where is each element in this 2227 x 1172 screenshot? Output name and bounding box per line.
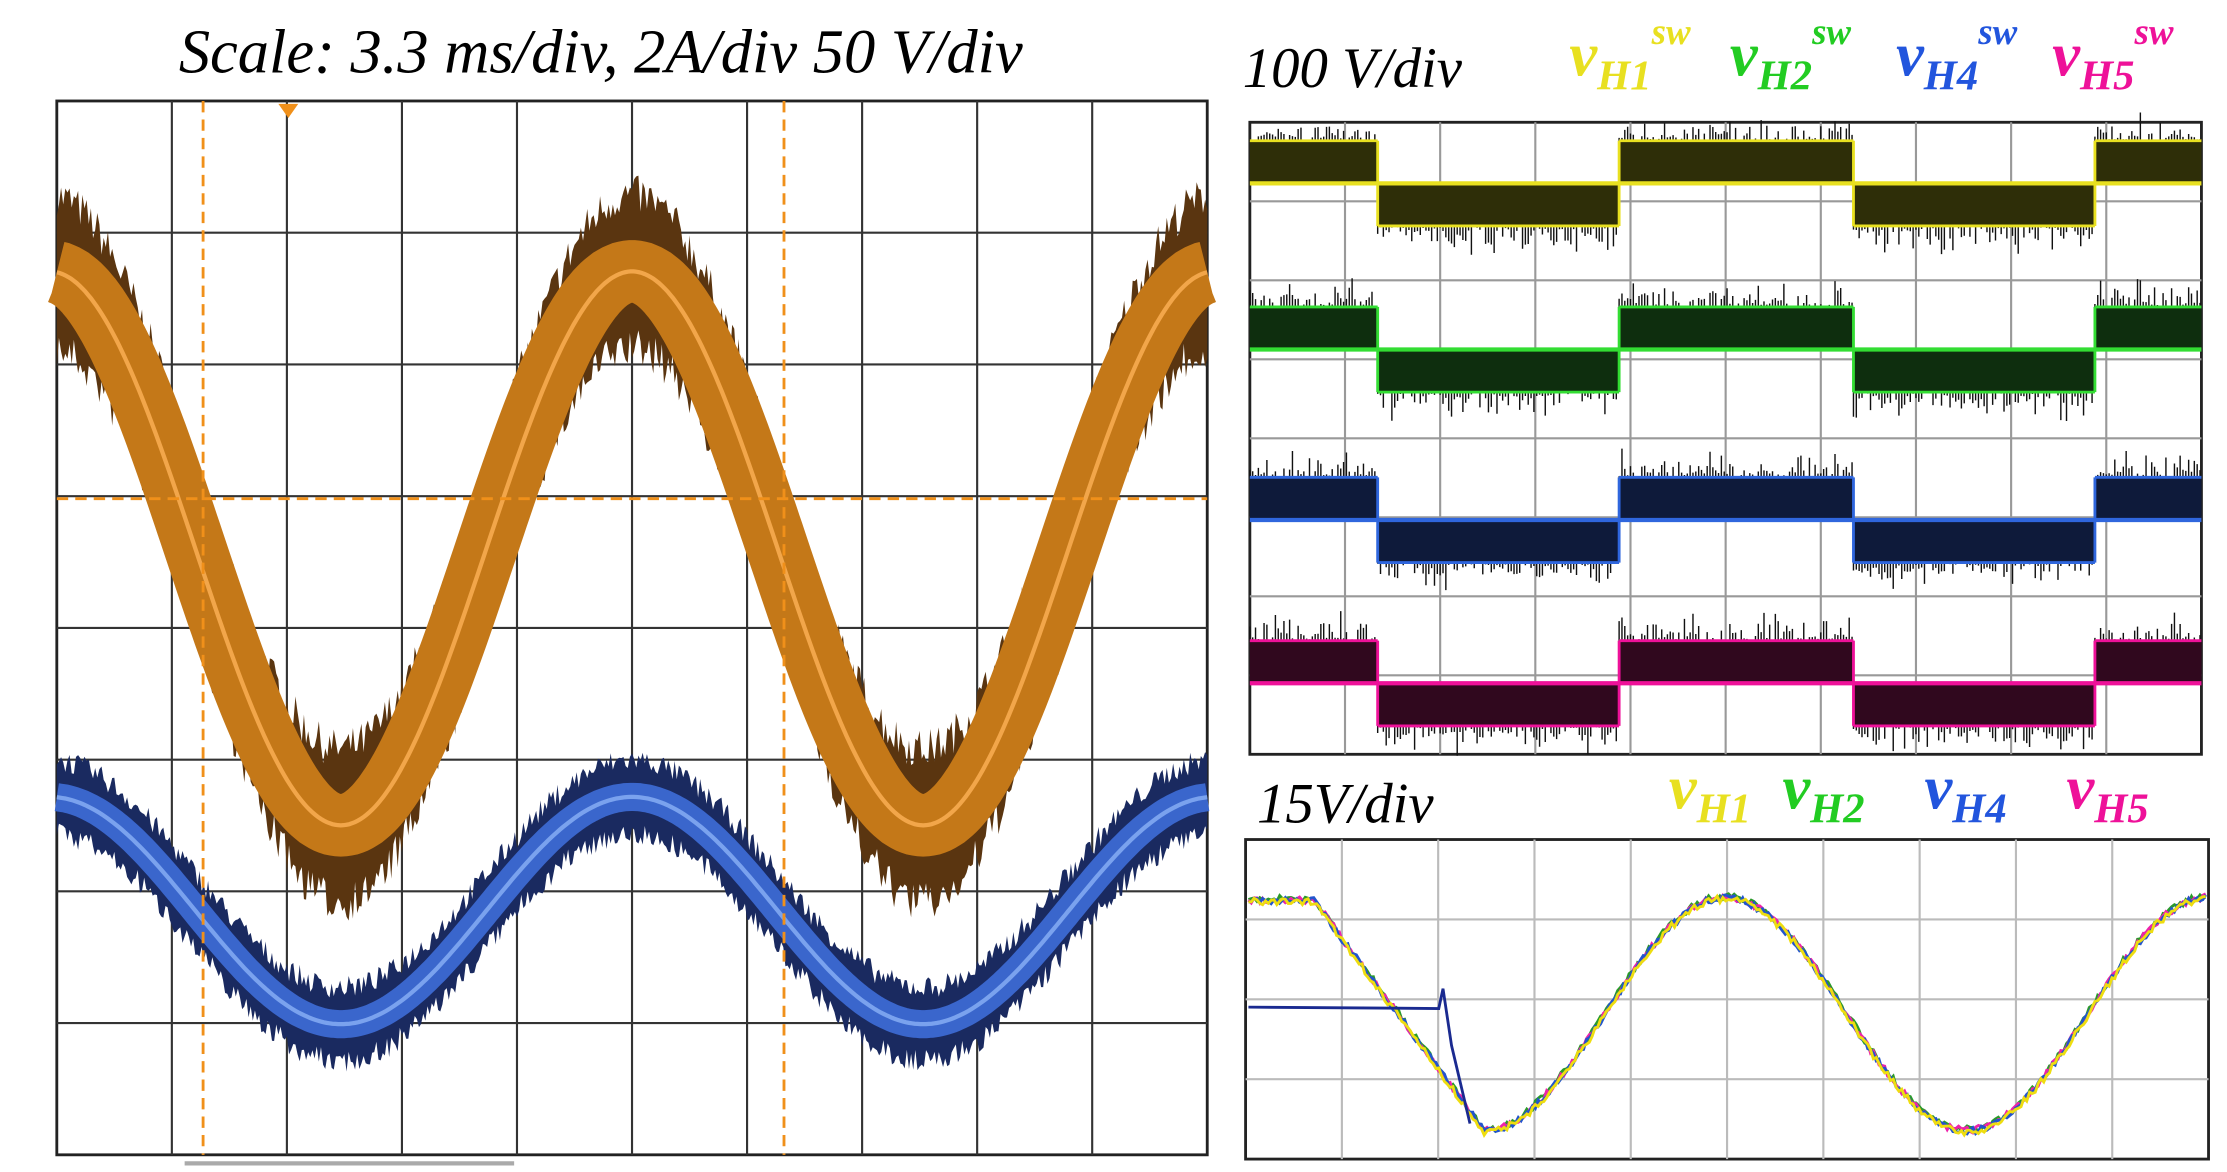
- switch-band: [1377, 349, 1620, 393]
- trace-envelope: [56, 175, 1208, 921]
- trace-center: [56, 269, 1208, 828]
- trace-center: [56, 794, 1208, 1027]
- switch-band: [1853, 349, 2095, 393]
- legend-subscript: H4: [1923, 53, 1978, 100]
- legend-symbol: v: [1782, 752, 1811, 822]
- legend-entry: vH2: [1782, 752, 1864, 832]
- switch-band: [1249, 477, 1378, 520]
- legend-subscript: H5: [2079, 53, 2134, 100]
- legend-symbol: v: [1730, 19, 1759, 89]
- bottom-scale: 15V/div: [1257, 772, 1434, 835]
- legend-subscript: H2: [1757, 53, 1812, 100]
- top-scale: 100 V/div: [1243, 37, 1463, 100]
- legend-entry: vH5sw: [2052, 11, 2174, 99]
- legend-superscript: sw: [2133, 11, 2173, 52]
- legend-symbol: v: [1896, 19, 1925, 89]
- switch-band: [2094, 640, 2202, 684]
- legend-symbol: v: [2052, 19, 2081, 89]
- trigger-marker: [278, 103, 299, 119]
- switch-band: [1619, 306, 1854, 350]
- legend-subscript: H1: [1696, 785, 1751, 832]
- switch-band: [1853, 183, 2095, 226]
- switch-band: [2094, 306, 2202, 350]
- legend-symbol: v: [2067, 752, 2096, 822]
- switch-band: [1377, 683, 1620, 726]
- legend-entry: vH5: [2067, 752, 2149, 832]
- legend-subscript: H4: [1951, 785, 2006, 832]
- legend-symbol: v: [1569, 19, 1598, 89]
- switch-band: [1853, 683, 2095, 726]
- switch-band: [1249, 306, 1378, 350]
- legend-entry: vH1: [1669, 752, 1751, 832]
- legend-superscript: sw: [1811, 11, 1851, 52]
- legend-entry: vH4: [1924, 752, 2006, 832]
- left-title: Scale: 3.3 ms/div, 2A/div 50 V/div: [179, 17, 1023, 87]
- switch-band: [2094, 140, 2202, 184]
- switch-band: [1619, 140, 1854, 184]
- legend-symbol: v: [1669, 752, 1698, 822]
- legend-superscript: sw: [1977, 11, 2017, 52]
- switch-band: [1249, 140, 1378, 184]
- blue-fault-trace: [1248, 988, 1472, 1124]
- switch-band: [1853, 519, 2095, 563]
- legend-subscript: H2: [1809, 785, 1864, 832]
- switch-band: [1249, 640, 1378, 684]
- trace-envelope: [56, 752, 1208, 1072]
- legend-subscript: H1: [1596, 53, 1651, 100]
- switch-spikes: [1376, 725, 1617, 756]
- legend-symbol: v: [1924, 752, 1953, 822]
- switch-band: [1377, 519, 1620, 563]
- switch-band: [1619, 640, 1854, 684]
- sine-trace: [1248, 893, 2206, 1138]
- switch-band: [1619, 477, 1854, 520]
- legend-subscript: H5: [2093, 785, 2148, 832]
- switch-band: [1377, 183, 1620, 226]
- legend-superscript: sw: [1651, 11, 1691, 52]
- switch-band: [2094, 477, 2202, 520]
- legend-entry: vH1sw: [1569, 11, 1691, 99]
- scope-traces: [48, 99, 2210, 1166]
- legend-entry: vH4sw: [1896, 11, 2018, 99]
- legend-entry: vH2sw: [1730, 11, 1852, 99]
